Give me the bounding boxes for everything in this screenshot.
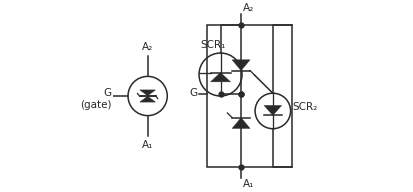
Bar: [206, 25, 292, 167]
Text: G: G: [189, 88, 197, 98]
Text: SCR₁: SCR₁: [200, 40, 225, 50]
Text: A₂: A₂: [243, 3, 254, 13]
Polygon shape: [232, 60, 250, 71]
Polygon shape: [264, 105, 282, 115]
Text: A₂: A₂: [142, 42, 153, 52]
Polygon shape: [140, 96, 156, 102]
Text: A₁: A₁: [142, 140, 153, 150]
Text: (gate): (gate): [80, 100, 111, 110]
Text: G: G: [103, 88, 111, 98]
Text: A₁: A₁: [243, 179, 254, 189]
Text: SCR₂: SCR₂: [292, 102, 318, 112]
Polygon shape: [211, 73, 230, 82]
Polygon shape: [232, 118, 250, 128]
Polygon shape: [140, 90, 156, 96]
